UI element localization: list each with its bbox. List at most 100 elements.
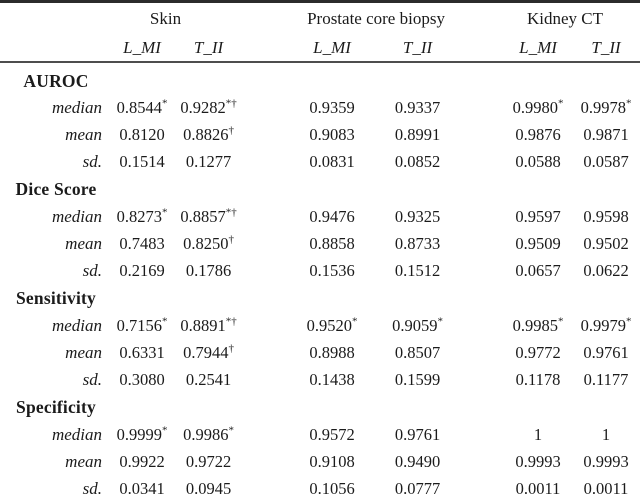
spacer-cell — [112, 62, 172, 95]
value-cell: 0.1786 — [172, 258, 245, 285]
value: 0.6331 — [119, 343, 165, 362]
value-cell: 0.9490 — [385, 449, 450, 476]
spacer-cell — [385, 176, 450, 204]
spacer-cell — [245, 176, 385, 204]
stat-label: mean — [65, 452, 102, 471]
value-cell: 0.9597 — [450, 204, 572, 231]
value: 0.9761 — [394, 425, 441, 444]
value: 0.8826 — [183, 125, 229, 144]
spacer-cell — [385, 62, 450, 95]
stat-row: median 0.9999* 0.9986* 0.9572 0.9761 1 1 — [0, 422, 640, 449]
value: 0.9520 — [306, 316, 352, 335]
value-cell: 0.2541 — [172, 367, 245, 394]
spacer-cell — [172, 394, 245, 422]
col-group-skin: Skin — [149, 8, 182, 28]
value-cell: 0.1178 — [450, 367, 572, 394]
value: 0.0657 — [515, 261, 561, 280]
value-cell: 0.8507 — [385, 340, 450, 367]
value-cell: 0.0777 — [385, 476, 450, 500]
value: 0.9598 — [583, 207, 629, 226]
value: 0.9978 — [580, 98, 626, 117]
value-cell: 0.9598 — [572, 204, 640, 231]
value: 0.9325 — [394, 207, 441, 226]
stat-row: sd. 0.2169 0.1786 0.1536 0.1512 0.0657 0.0622 — [0, 258, 640, 285]
stat-row: mean 0.9922 0.9722 0.9108 0.9490 0.9993 0.9993 — [0, 449, 640, 476]
section-row: Dice Score — [0, 176, 640, 204]
significance-marker: † — [228, 124, 234, 137]
stat-row: median 0.7156* 0.8891*† 0.9520* 0.9059* 0.998… — [0, 313, 640, 340]
value: 0.9772 — [515, 343, 561, 362]
value: 0.8858 — [309, 234, 355, 253]
value-cell: 0.9985* — [450, 313, 572, 340]
value-cell: 0.8858 — [245, 231, 385, 258]
value: 0.0945 — [185, 479, 232, 498]
value: 0.9083 — [309, 125, 355, 144]
value-cell: 0.9876 — [450, 122, 572, 149]
value-cell: 0.9083 — [245, 122, 385, 149]
significance-marker: * — [351, 315, 358, 328]
spacer-cell — [245, 285, 385, 313]
spacer-cell — [172, 285, 245, 313]
value-cell: 0.9999* — [112, 422, 172, 449]
subcol-header: L_MI — [112, 34, 172, 63]
stat-row: sd. 0.3080 0.2541 0.1438 0.1599 0.1178 0.1177 — [0, 367, 640, 394]
value: 0.9980 — [512, 98, 558, 117]
subcol-header: L_MI — [450, 34, 573, 63]
significance-marker: † — [228, 233, 234, 246]
value-cell: 0.9282*† — [172, 95, 245, 122]
value-cell: 0.9922 — [112, 449, 172, 476]
value: 0.8250 — [183, 234, 229, 253]
stat-label: median — [51, 316, 102, 335]
value-cell: 0.0011 — [572, 476, 640, 500]
value-cell: 0.7156* — [112, 313, 172, 340]
value-cell: 0.0831 — [245, 149, 385, 176]
value-cell: 0.9108 — [245, 449, 385, 476]
value-cell: 0.8544* — [112, 95, 172, 122]
value-cell: 0.0622 — [572, 258, 640, 285]
spacer-cell — [0, 34, 112, 63]
value: 0.2169 — [119, 261, 165, 280]
spacer-cell — [572, 176, 640, 204]
value-cell: 0.8991 — [385, 122, 450, 149]
value: 0.9922 — [119, 452, 165, 471]
value-cell: 0.3080 — [112, 367, 172, 394]
value: 0.1277 — [185, 152, 232, 171]
value: 0.8544 — [116, 98, 162, 117]
value-cell: 0.1277 — [172, 149, 245, 176]
value: 0.9337 — [394, 98, 441, 117]
value-cell: 0.8733 — [385, 231, 450, 258]
significance-marker: * — [161, 315, 168, 328]
subcol-header: T_II — [172, 34, 245, 63]
spacer-cell — [385, 285, 450, 313]
value-cell: 0.2169 — [112, 258, 172, 285]
subcol-header: L_MI — [245, 34, 385, 63]
stat-label: sd. — [82, 479, 102, 498]
value: 0.9059 — [392, 316, 438, 335]
value-cell: 0.9476 — [245, 204, 385, 231]
value-cell: 0.9509 — [450, 231, 572, 258]
spacer-cell — [572, 285, 640, 313]
significance-marker: *† — [225, 315, 237, 328]
spacer-cell — [450, 394, 572, 422]
col-group-prostate-core-biopsy: Prostate core biopsy — [307, 8, 445, 28]
value: 0.8120 — [119, 125, 165, 144]
value-cell: 0.9520* — [245, 313, 385, 340]
value-cell: 0.1599 — [385, 367, 450, 394]
value-cell: 0.9722 — [172, 449, 245, 476]
value-cell: 0.9761 — [385, 422, 450, 449]
value-cell: 0.9986* — [172, 422, 245, 449]
value: 0.3080 — [119, 370, 165, 389]
value: 0.9986 — [183, 425, 229, 444]
value: 0.0831 — [309, 152, 355, 171]
value: 0.9993 — [583, 452, 629, 471]
value: 0.9490 — [394, 452, 441, 471]
value: 0.9993 — [515, 452, 561, 471]
value-cell: 0.8273* — [112, 204, 172, 231]
value: 0.0011 — [583, 479, 629, 498]
value: 0.9572 — [309, 425, 355, 444]
spacer-cell — [172, 176, 245, 204]
value: 0.8988 — [309, 343, 355, 362]
significance-marker: * — [625, 97, 632, 110]
stat-label: sd. — [82, 370, 102, 389]
spacer-cell — [0, 2, 112, 35]
